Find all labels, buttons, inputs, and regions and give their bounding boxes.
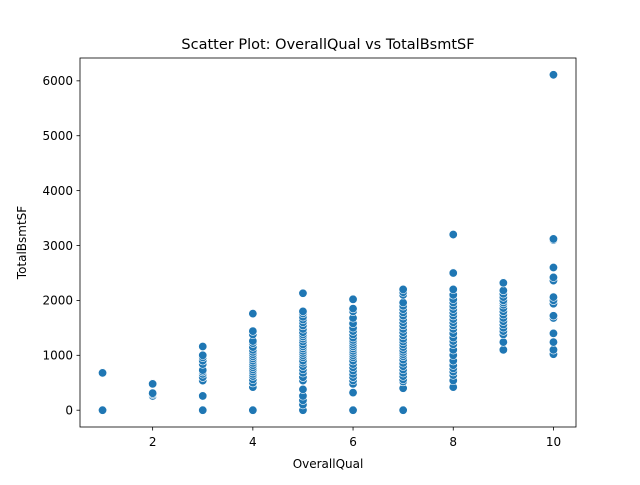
data-point [398,284,408,294]
x-axis-label: OverallQual [293,457,364,471]
y-axis: 0 1000 2000 3000 4000 5000 6000 [42,74,80,418]
data-point [148,379,158,389]
data-point [548,70,558,80]
data-point [198,342,208,352]
x-tick-label: 6 [349,435,357,449]
data-point [298,288,308,298]
data-point [298,384,308,394]
data-point [248,405,258,415]
data-point [498,345,508,355]
y-tick-label: 6000 [42,74,73,88]
y-tick-label: 4000 [42,184,73,198]
data-point [348,405,358,415]
x-tick-label: 8 [449,435,457,449]
plot-area [98,70,558,415]
data-point [498,337,508,347]
y-tick-label: 3000 [42,239,73,253]
x-axis: 2 4 6 8 10 [149,427,561,449]
data-point [348,388,358,398]
data-point [498,278,508,288]
y-axis-label: TotalBsmtSF [15,206,29,281]
data-point [548,337,558,347]
data-point [548,272,558,282]
data-point [348,304,358,314]
data-point [448,230,458,240]
data-point [498,286,508,296]
data-point [98,368,108,378]
data-point [398,405,408,415]
data-point [198,405,208,415]
data-point [398,298,408,308]
data-point [248,309,258,319]
x-tick-label: 2 [149,435,157,449]
y-tick-label: 0 [65,404,73,418]
y-tick-label: 1000 [42,349,73,363]
y-tick-label: 5000 [42,129,73,143]
data-point [148,388,158,398]
data-point [548,311,558,321]
data-point [448,268,458,278]
y-tick-label: 2000 [42,294,73,308]
data-point [98,405,108,415]
data-point [348,294,358,304]
data-point [198,391,208,401]
data-point [298,306,308,316]
axes-frame [79,57,577,428]
data-point [548,262,558,272]
x-tick-label: 4 [249,435,257,449]
data-point [548,345,558,355]
data-point [448,284,458,294]
data-point [248,326,258,336]
data-point [548,328,558,338]
x-tick-label: 10 [546,435,561,449]
data-point [198,350,208,360]
chart-title: Scatter Plot: OverallQual vs TotalBsmtSF [181,37,474,53]
data-point [548,234,558,244]
data-point [548,292,558,302]
